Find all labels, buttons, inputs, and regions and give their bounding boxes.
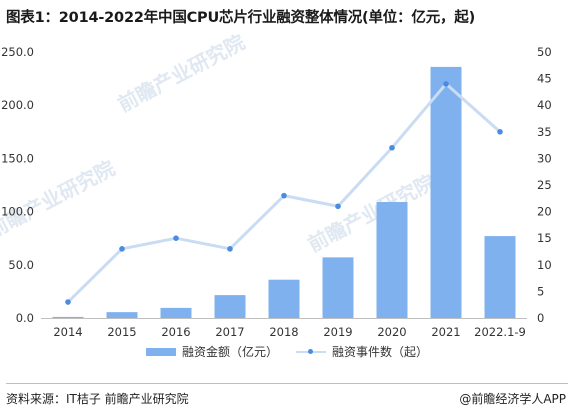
y-right-tick-label: 20 [537, 205, 552, 219]
y-left-tick-label: 0.0 [16, 311, 34, 325]
y-right-tick-label: 40 [537, 98, 552, 112]
y-left-tick-label: 250.0 [1, 45, 34, 59]
x-tick-label: 2015 [107, 325, 136, 339]
bar-amount [484, 236, 516, 318]
x-tick-label: 2018 [269, 325, 298, 339]
x-tick-label: 2016 [161, 325, 190, 339]
y-right-tick-label: 5 [537, 284, 544, 298]
point-count [281, 192, 287, 199]
bar-amount [322, 257, 354, 318]
point-count [65, 299, 71, 305]
legend-line-swatch [296, 348, 326, 356]
legend-label-amount: 融资金额（亿元） [182, 345, 279, 359]
x-tick-label: 2014 [53, 325, 82, 339]
y-left-tick-label: 100.0 [1, 205, 34, 219]
y-right-tick-label: 10 [537, 258, 552, 272]
point-count [335, 203, 341, 210]
bar-amount [376, 202, 408, 318]
y-right-tick-label: 50 [537, 45, 552, 59]
y-right-tick-label: 0 [537, 311, 544, 325]
bar-amount [106, 312, 138, 318]
legend-item-count: 融资事件数（起） [296, 343, 428, 360]
legend-label-count: 融资事件数（起） [332, 345, 429, 359]
bar-amount [430, 66, 462, 319]
bar-amount [214, 295, 246, 318]
point-count [119, 246, 125, 252]
x-tick-label: 2022.1-9 [474, 325, 526, 339]
bar-amount [52, 316, 84, 318]
x-tick-label: 2017 [215, 325, 244, 339]
y-right-tick-label: 15 [537, 231, 552, 245]
chart-plot: 0.0 50.0 100.0 150.0 200.0 250.0 0 5 10 15 20 25 30 3… [1, 45, 552, 339]
brand-label: @前瞻经济学人APP [459, 392, 566, 406]
source-divider [6, 383, 568, 384]
y-left-tick-label: 150.0 [1, 151, 34, 165]
point-count [389, 144, 395, 151]
bar-amount [268, 279, 300, 318]
bar-amount [160, 307, 192, 318]
chart-legend: 融资金额（亿元） 融资事件数（起） [0, 343, 574, 361]
y-right-tick-label: 45 [537, 72, 552, 86]
x-tick-label: 2019 [323, 325, 352, 339]
y-left-tick-label: 50.0 [8, 258, 34, 272]
y-right-tick-label: 25 [537, 178, 552, 192]
x-tick-label: 2020 [377, 325, 406, 339]
x-tick-label: 2021 [431, 325, 460, 339]
chart-title: 图表1：2014-2022年中国CPU芯片行业融资整体情况(单位：亿元，起) [6, 10, 476, 26]
legend-bar-swatch [146, 347, 176, 356]
point-count [173, 235, 179, 241]
legend-item-amount: 融资金额（亿元） [146, 343, 278, 360]
y-right-tick-label: 30 [537, 151, 552, 165]
y-right-tick-label: 35 [537, 125, 552, 139]
point-count [227, 246, 233, 252]
point-count [443, 81, 449, 87]
y-left-tick-label: 200.0 [1, 98, 34, 112]
source-note: 资料来源：IT桔子 前瞻产业研究院 [6, 392, 189, 406]
point-count [497, 129, 503, 135]
